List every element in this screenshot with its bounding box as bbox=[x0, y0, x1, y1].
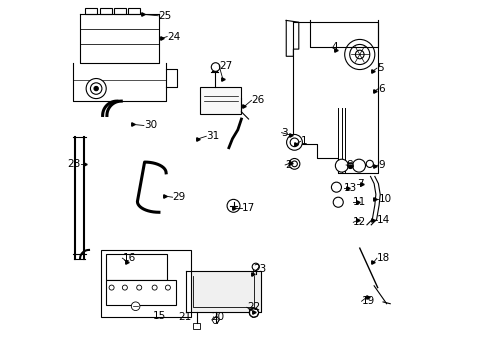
Text: 2: 2 bbox=[285, 160, 292, 170]
Text: 20: 20 bbox=[211, 312, 224, 322]
Circle shape bbox=[137, 285, 142, 290]
Text: 11: 11 bbox=[353, 197, 367, 207]
Circle shape bbox=[131, 302, 140, 311]
Circle shape bbox=[333, 197, 343, 207]
Circle shape bbox=[344, 40, 375, 69]
Circle shape bbox=[211, 63, 220, 71]
Circle shape bbox=[289, 158, 300, 169]
Text: 21: 21 bbox=[179, 312, 192, 322]
Circle shape bbox=[366, 160, 373, 167]
Text: 1: 1 bbox=[300, 136, 307, 146]
Bar bbox=[114, 8, 126, 14]
Text: 18: 18 bbox=[377, 253, 390, 263]
Circle shape bbox=[252, 263, 259, 270]
Bar bbox=[200, 87, 242, 114]
Text: 16: 16 bbox=[122, 253, 136, 263]
Bar bbox=[128, 8, 140, 14]
Bar bbox=[106, 253, 167, 280]
Polygon shape bbox=[186, 271, 261, 312]
Text: 23: 23 bbox=[253, 264, 266, 274]
Circle shape bbox=[166, 285, 171, 290]
Bar bbox=[100, 8, 112, 14]
Text: 27: 27 bbox=[219, 61, 232, 71]
Text: 14: 14 bbox=[377, 215, 390, 225]
Text: 28: 28 bbox=[68, 159, 81, 169]
Circle shape bbox=[249, 308, 259, 318]
Text: 19: 19 bbox=[362, 296, 375, 306]
Bar bbox=[85, 8, 97, 14]
Circle shape bbox=[227, 199, 240, 212]
Text: 9: 9 bbox=[378, 160, 385, 170]
Text: 13: 13 bbox=[343, 183, 357, 193]
Text: 22: 22 bbox=[247, 302, 260, 312]
Text: 26: 26 bbox=[251, 95, 265, 105]
Bar bbox=[101, 250, 191, 318]
Text: 10: 10 bbox=[378, 194, 392, 204]
Circle shape bbox=[355, 50, 364, 59]
Text: 12: 12 bbox=[353, 217, 367, 227]
Text: 8: 8 bbox=[346, 160, 353, 170]
Text: 29: 29 bbox=[172, 192, 186, 202]
Text: 17: 17 bbox=[242, 203, 255, 213]
Circle shape bbox=[287, 134, 302, 150]
Text: 7: 7 bbox=[357, 179, 364, 189]
Circle shape bbox=[109, 285, 114, 290]
Circle shape bbox=[94, 86, 98, 91]
Text: 31: 31 bbox=[206, 131, 220, 141]
Circle shape bbox=[152, 285, 157, 290]
Bar bbox=[193, 323, 200, 329]
Text: 6: 6 bbox=[378, 84, 385, 94]
Text: 30: 30 bbox=[144, 121, 157, 130]
Circle shape bbox=[347, 163, 353, 168]
Text: 5: 5 bbox=[377, 63, 384, 73]
Circle shape bbox=[335, 159, 348, 172]
Text: 4: 4 bbox=[332, 42, 339, 52]
Text: 24: 24 bbox=[167, 32, 180, 41]
Bar bbox=[106, 280, 176, 305]
Circle shape bbox=[86, 78, 106, 99]
Circle shape bbox=[350, 44, 370, 64]
Text: 15: 15 bbox=[153, 311, 166, 320]
Circle shape bbox=[353, 159, 366, 172]
Circle shape bbox=[122, 285, 127, 290]
Text: 25: 25 bbox=[158, 11, 172, 21]
Text: 3: 3 bbox=[282, 128, 288, 138]
Circle shape bbox=[331, 182, 342, 192]
